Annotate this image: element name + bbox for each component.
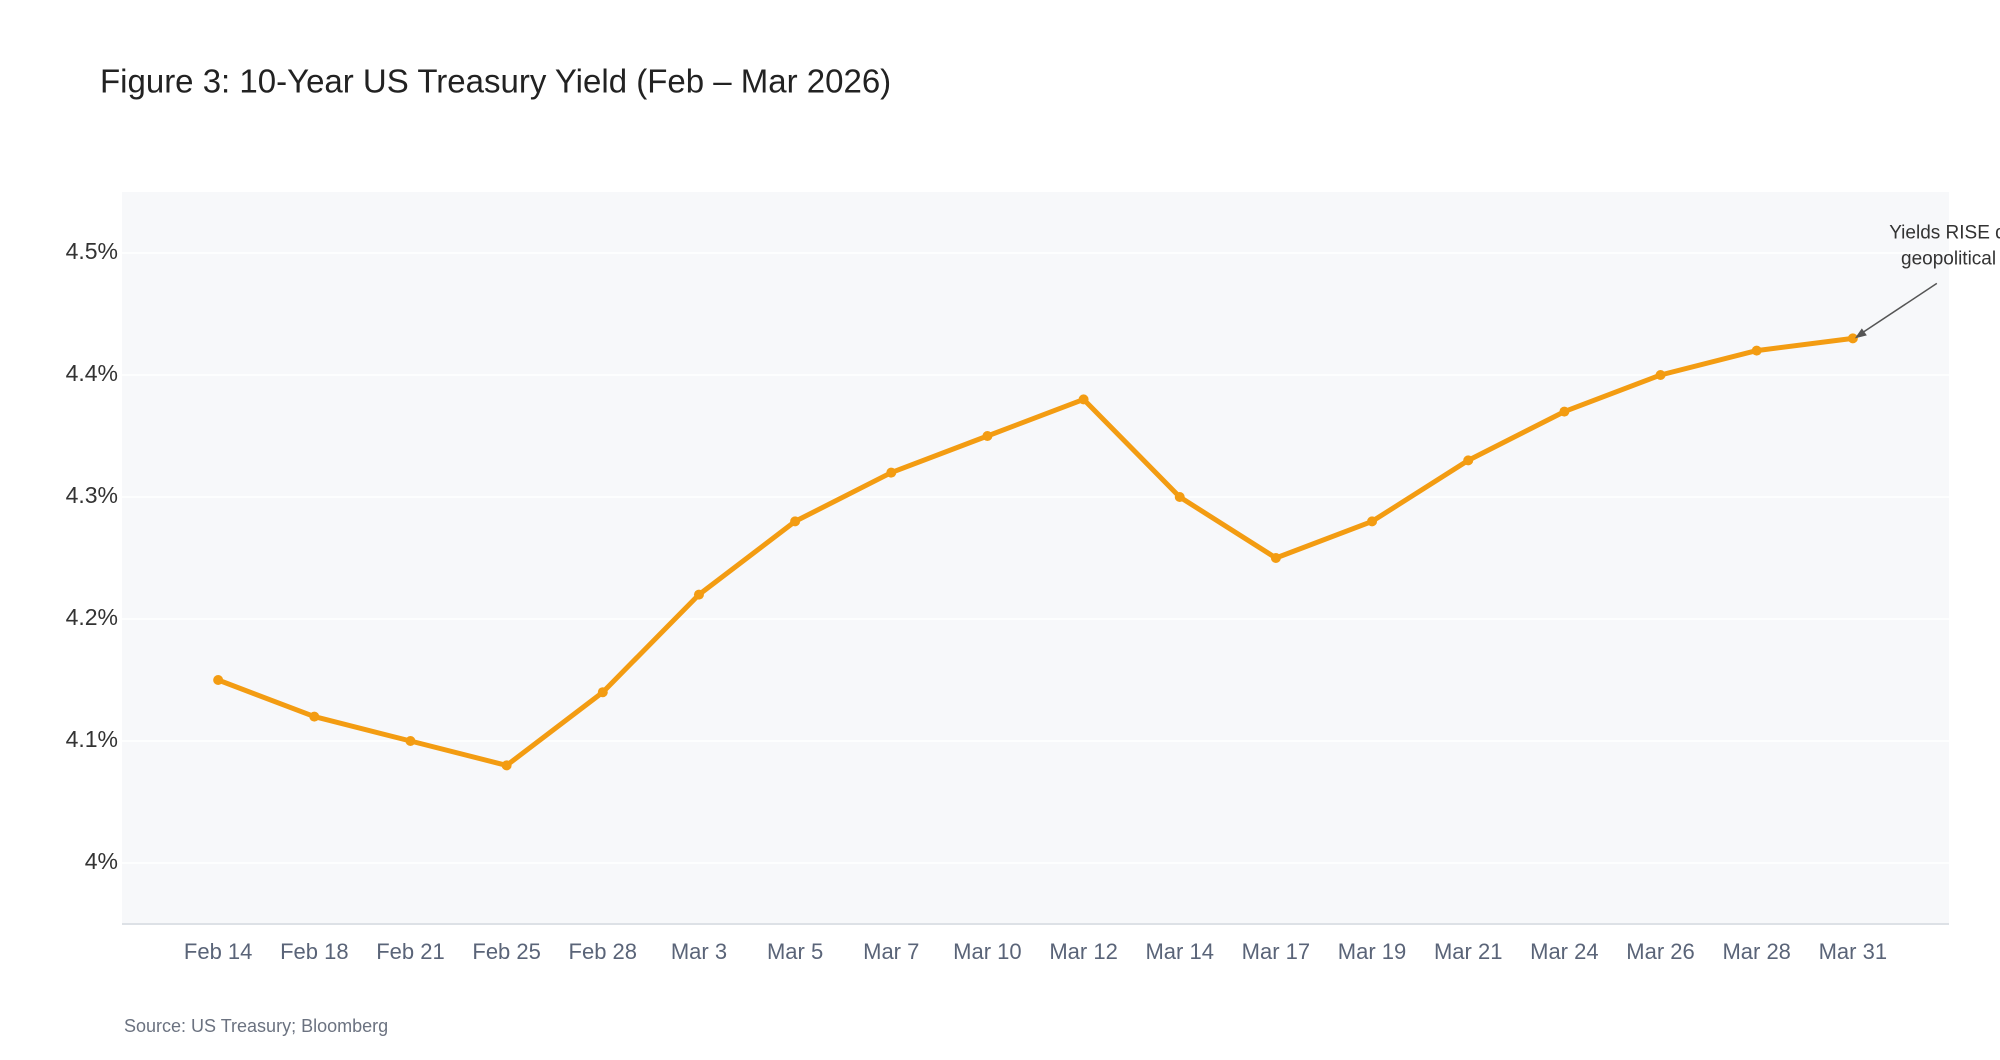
x-tick-label: Mar 31 [1819, 939, 1887, 964]
y-tick-label: 4.3% [66, 482, 118, 508]
annotation-text: Yields RISE despite [1889, 222, 2000, 243]
annotation-arrowhead [1854, 328, 1867, 339]
data-point [790, 516, 801, 527]
plot-area [122, 192, 1949, 924]
series-line [217, 335, 1854, 768]
source-note: Source: US Treasury; Bloomberg [124, 1016, 388, 1036]
data-point [213, 675, 224, 685]
x-tick-label: Mar 10 [953, 939, 1021, 964]
x-tick-label: Mar 5 [767, 939, 823, 964]
x-tick-label: Feb 25 [472, 939, 541, 964]
x-tick-label: Mar 24 [1530, 939, 1598, 964]
y-tick-label: 4.5% [66, 238, 118, 264]
x-tick-label: Mar 26 [1626, 939, 1694, 964]
annotation-arrow [1856, 282, 1938, 338]
data-point [1367, 516, 1378, 527]
y-tick-label: 4.4% [66, 360, 118, 386]
data-point [1655, 370, 1666, 380]
y-tick-label: 4.2% [66, 604, 118, 630]
data-point [1847, 333, 1858, 344]
data-point [405, 736, 416, 746]
x-tick-label: Mar 17 [1242, 939, 1310, 964]
y-tick-label: 4% [85, 848, 118, 874]
x-tick-label: Mar 3 [671, 939, 727, 964]
data-point [309, 711, 320, 722]
data-point [1078, 394, 1089, 405]
x-tick-label: Mar 19 [1338, 939, 1406, 964]
x-tick-label: Mar 21 [1434, 939, 1502, 964]
x-tick-label: Feb 14 [184, 939, 253, 964]
data-point [501, 760, 512, 771]
data-point [1174, 492, 1185, 502]
x-tick-label: Feb 28 [569, 939, 638, 964]
x-tick-label: Feb 21 [376, 939, 445, 964]
y-tick-label: 4.1% [66, 726, 118, 752]
x-tick-label: Mar 28 [1722, 939, 1790, 964]
annotation-text: geopolitical crisis [1901, 248, 2000, 269]
data-point [597, 687, 608, 698]
data-point [1559, 406, 1570, 417]
data-point [886, 467, 897, 478]
data-point [982, 431, 993, 441]
chart-title: Figure 3: 10-Year US Treasury Yield (Feb… [100, 63, 891, 100]
x-tick-label: Mar 12 [1049, 939, 1117, 964]
data-point [1751, 345, 1762, 356]
x-tick-label: Feb 18 [280, 939, 349, 964]
x-tick-label: Mar 14 [1145, 939, 1213, 964]
x-tick-label: Mar 7 [863, 939, 919, 964]
data-point [1270, 553, 1281, 563]
data-point [693, 589, 704, 600]
data-point [1463, 455, 1474, 466]
